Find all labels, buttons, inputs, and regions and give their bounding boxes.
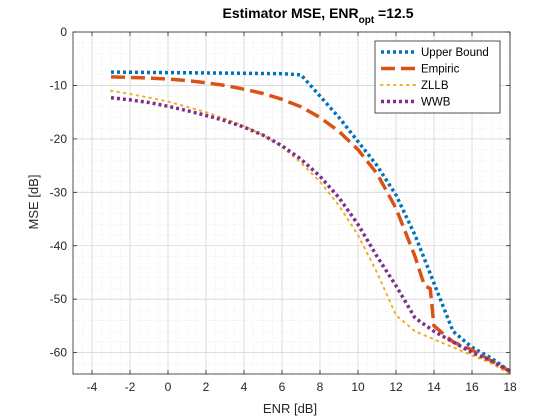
legend-entry-2: ZLLB — [421, 80, 449, 92]
x-tick-label: 10 — [351, 380, 365, 394]
y-tick-label: -20 — [50, 132, 68, 146]
legend-entry-1: Empiric — [421, 64, 460, 76]
y-tick-label: -40 — [50, 239, 68, 253]
x-tick-label: 16 — [465, 380, 479, 394]
axes — [72, 31, 511, 375]
x-tick-label: 18 — [503, 380, 517, 394]
legend-entry-3: WWB — [421, 97, 451, 109]
y-tick-label: -30 — [50, 185, 68, 199]
x-tick-label: 12 — [389, 380, 403, 394]
x-tick-label: 4 — [241, 380, 248, 394]
x-tick-label: 6 — [279, 380, 286, 394]
chart-title: Estimator MSE, ENRopt =12.5 — [222, 5, 413, 26]
series-line-3 — [110, 95, 511, 373]
tick-labels: -4 -2 0 2 4 6 8 10 12 14 16 180-10-20-30-40-50-60 — [50, 25, 517, 394]
y-tick-label: -50 — [50, 292, 68, 306]
series-layer — [110, 70, 512, 375]
y-axis-label: MSE [dB] — [26, 175, 41, 230]
x-axis-label: ENR [dB] — [263, 401, 317, 416]
x-tick-label: 0 — [165, 380, 172, 394]
x-tick-label: 8 — [317, 380, 324, 394]
x-tick-label: 2 — [203, 380, 210, 394]
x-tick-label: 14 — [427, 380, 441, 394]
axes-frame — [72, 31, 511, 375]
x-tick-label: -2 — [125, 380, 136, 394]
y-tick-label: -10 — [50, 78, 68, 92]
legend-entry-0: Upper Bound — [421, 47, 489, 59]
series-line-1 — [110, 75, 511, 373]
grid — [72, 31, 511, 375]
y-tick-label: -60 — [50, 346, 68, 360]
y-tick-label: 0 — [60, 25, 67, 39]
x-tick-label: -4 — [87, 380, 98, 394]
series-line-2 — [110, 89, 511, 375]
legend: Upper Bound Empiric ZLLB WWB — [374, 40, 501, 114]
